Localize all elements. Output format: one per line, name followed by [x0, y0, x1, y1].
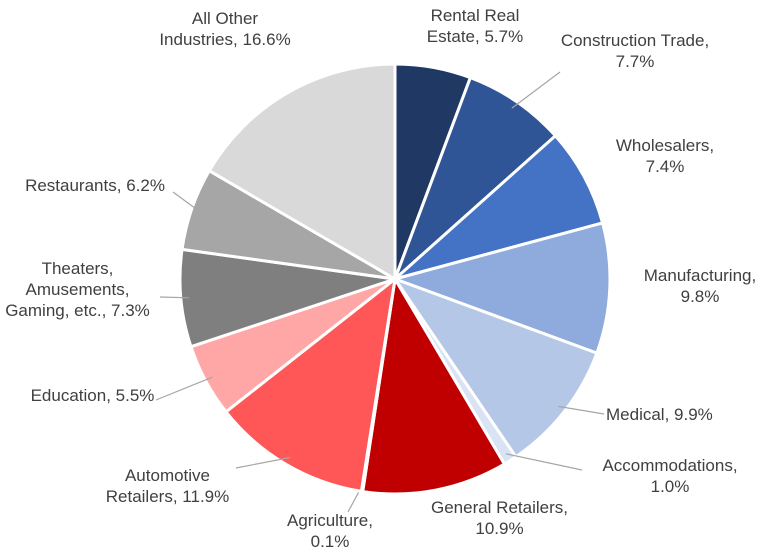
value-label: 10.9% [475, 519, 524, 538]
category-name: Theaters, Amusements, Gaming, etc., [5, 259, 130, 320]
category-name: Medical, [606, 405, 670, 424]
leader-line [172, 191, 200, 212]
category-name: Agriculture, [287, 511, 373, 530]
data-label: Education, 5.5% [30, 385, 155, 406]
data-label: Construction Trade, 7.7% [560, 30, 710, 72]
pie-slice [393, 75, 558, 281]
value-label: 5.7% [484, 27, 524, 46]
value-label: 1.0% [650, 477, 690, 496]
value-label: 7.3% [111, 301, 150, 320]
pie-slice [394, 133, 605, 281]
category-name: Automotive Retailers, [105, 466, 211, 506]
value-label: 11.9% [182, 487, 230, 506]
category-name: General Retailers, [430, 498, 568, 517]
leader-line [155, 376, 213, 401]
pie-slice [207, 62, 397, 282]
category-name: Restaurants, [25, 176, 122, 195]
value-label: 16.6% [242, 30, 291, 49]
value-label: 0.1% [310, 532, 350, 551]
pie-slice [360, 274, 507, 496]
data-label: Rental Real Estate, 5.7% [405, 5, 545, 47]
category-name: Construction Trade, [560, 31, 710, 50]
data-label: Accommodations, 1.0% [585, 455, 755, 497]
category-name: Rental Real Estate, [426, 6, 520, 46]
pie-slice [390, 221, 612, 356]
data-label: Medical, 9.9% [606, 404, 756, 425]
data-label: Agriculture, 0.1% [270, 510, 390, 552]
leader-line [505, 453, 583, 471]
data-label: Theaters, Amusements, Gaming, etc., 7.3% [0, 258, 155, 321]
category-name: All Other Industries, [159, 9, 259, 49]
value-label: 9.8% [680, 287, 720, 306]
data-label: Automotive Retailers, 11.9% [100, 465, 235, 507]
value-label: 5.5% [115, 386, 155, 405]
value-label: 7.7% [615, 52, 655, 71]
value-label: 9.9% [674, 405, 713, 424]
data-label: Manufacturing, 9.8% [625, 265, 774, 307]
value-label: 6.2% [126, 176, 165, 195]
data-label: Wholesalers, 7.4% [600, 135, 730, 177]
category-name: Accommodations, [602, 456, 738, 475]
category-name: Education, [30, 386, 111, 405]
pie-slice [178, 247, 396, 349]
pie-slice [223, 275, 398, 494]
data-label: All Other Industries, 16.6% [155, 8, 295, 50]
data-label: Restaurants, 6.2% [25, 175, 165, 196]
leader-line [511, 71, 561, 109]
data-label: General Retailers, 10.9% [412, 497, 587, 539]
category-name: Wholesalers, [615, 136, 715, 155]
leader-line [558, 405, 605, 415]
leader-line [235, 456, 291, 469]
pie-slice [391, 275, 599, 459]
category-name: Manufacturing, [643, 266, 757, 285]
value-label: 7.4% [645, 157, 685, 176]
leader-line [159, 296, 189, 299]
